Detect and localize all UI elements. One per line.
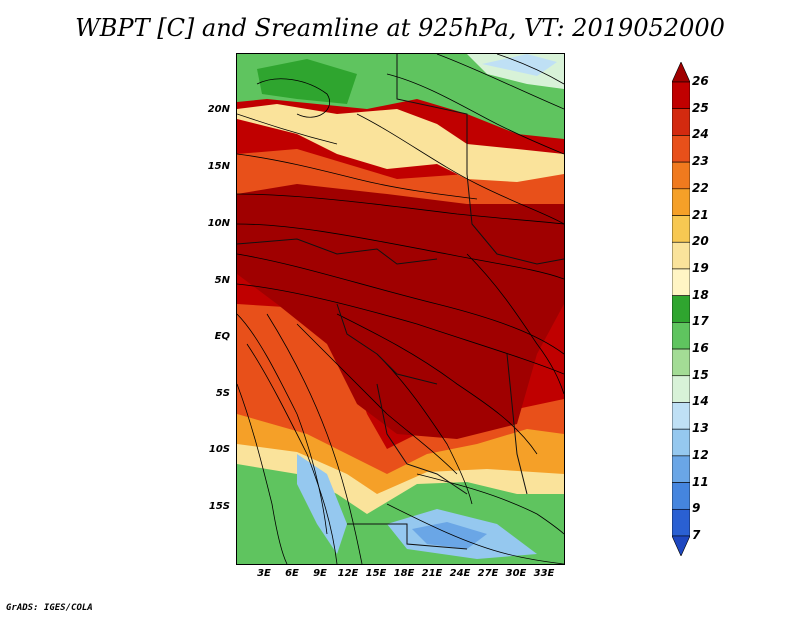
colorbar-label: 9	[692, 501, 701, 516]
colorbar-label: 25	[692, 100, 709, 115]
lat-label: 20N	[207, 104, 230, 115]
lon-label: 6E	[285, 568, 299, 579]
field-blue-deep-south	[412, 522, 487, 549]
field-yellow-north	[237, 104, 564, 182]
streamlines	[237, 54, 564, 564]
colorbar-cell	[672, 322, 690, 350]
lon-label: 3E	[257, 568, 271, 579]
colorbar-cell	[672, 241, 690, 270]
lat-label: 15S	[208, 501, 230, 512]
colorbar-cell	[672, 295, 690, 323]
lon-label: 30E	[505, 568, 527, 579]
colorbar-cell	[672, 215, 690, 243]
lon-label: 9E	[313, 568, 327, 579]
chart-title: WBPT [C] and Sreamline at 925hPa, VT: 20…	[75, 14, 725, 42]
colorbar-cell	[672, 348, 690, 377]
colorbar-cell	[672, 268, 690, 296]
colorbar-cell	[672, 482, 690, 510]
field-green-dark-nw	[257, 59, 357, 104]
colorbar-cell	[672, 375, 690, 403]
colorbar-label: 18	[692, 287, 709, 302]
colorbar	[672, 62, 690, 556]
colorbar-label: 16	[692, 341, 709, 356]
colorbar-label: 14	[692, 394, 709, 409]
wbpt-map-panel	[236, 53, 565, 565]
lon-label: 15E	[365, 568, 387, 579]
colorbar-label: 24	[692, 127, 709, 142]
lat-label: 15N	[207, 161, 230, 172]
colorbar-label: 22	[692, 180, 709, 195]
colorbar-cell	[672, 402, 690, 430]
colorbar-cell	[672, 135, 690, 163]
lon-label: 33E	[533, 568, 555, 579]
colorbar-label: 12	[692, 447, 709, 462]
lon-label: 12E	[337, 568, 359, 579]
colorbar-label: 20	[692, 234, 709, 249]
colorbar-label: 11	[692, 474, 709, 489]
colorbar-cell	[672, 508, 690, 537]
lon-label: 18E	[393, 568, 415, 579]
lat-label: 10N	[207, 218, 230, 229]
colorbar-label: 15	[692, 367, 709, 382]
wbpt-field	[237, 54, 564, 564]
field-max-core	[237, 174, 564, 439]
colorbar-cell	[672, 161, 690, 190]
colorbar-cell	[672, 108, 690, 136]
lat-label: 5S	[215, 388, 230, 399]
colorbar-cell	[672, 188, 690, 216]
colorbar-cap-top	[672, 62, 690, 83]
colorbar-cells	[672, 62, 690, 556]
colorbar-label: 23	[692, 154, 709, 169]
lon-label: 21E	[421, 568, 443, 579]
lat-label: EQ	[214, 331, 230, 342]
colorbar-label: 13	[692, 421, 709, 436]
colorbar-label: 7	[692, 528, 701, 542]
colorbar-label: 26	[692, 74, 709, 88]
lon-label: 24E	[449, 568, 471, 579]
country-borders	[237, 54, 564, 550]
colorbar-cell	[672, 455, 690, 483]
lat-label: 10S	[208, 444, 230, 455]
colorbar-cell	[672, 428, 690, 457]
colorbar-label: 19	[692, 260, 709, 275]
lon-label: 27E	[477, 568, 499, 579]
colorbar-cap-bottom	[672, 535, 690, 556]
colorbar-cell	[672, 81, 690, 110]
field-orange-north	[237, 149, 564, 204]
lat-label: 5N	[214, 275, 230, 286]
colorbar-label: 17	[692, 314, 709, 329]
colorbar-label: 21	[692, 207, 709, 222]
footer-credit: GrADS: IGES/COLA	[6, 603, 93, 613]
